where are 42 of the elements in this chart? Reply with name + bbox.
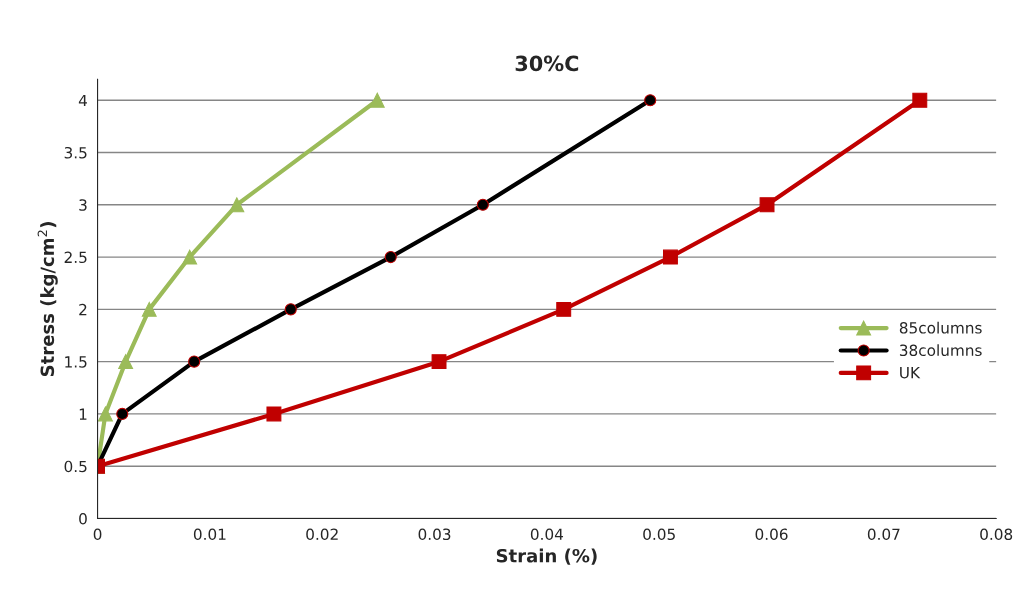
x-tick-label: 0.05	[643, 528, 675, 541]
point	[141, 301, 157, 317]
point	[431, 354, 447, 370]
point	[476, 198, 489, 211]
y-tick-label: 4	[78, 94, 87, 107]
legend-label: 85columns	[899, 321, 982, 334]
point	[229, 197, 245, 213]
y-tick-label: 0.5	[64, 460, 87, 473]
point	[759, 197, 775, 213]
point	[182, 249, 198, 265]
x-tick-label: 0.08	[980, 528, 1013, 541]
x-tick-label: 0.06	[755, 528, 788, 541]
y-tick-label: 3.5	[64, 146, 87, 159]
y-tick-label: 0	[79, 512, 87, 525]
x-tick-label: 0	[93, 528, 102, 541]
point	[384, 251, 397, 264]
point	[644, 94, 657, 107]
x-tick-label: 0.04	[530, 528, 564, 541]
y-tick-label: 1.5	[65, 356, 87, 368]
legend-label: UK	[900, 367, 921, 379]
y-axis-title: Stress (kg/cm$^{2}$)	[37, 222, 58, 377]
point	[266, 406, 282, 422]
x-tick-label: 0.02	[306, 528, 338, 541]
x-tick-label: 0.07	[867, 528, 900, 541]
y-tick-label: 2.5	[64, 251, 87, 264]
y-tick-label: 3	[79, 199, 87, 211]
point	[912, 92, 928, 108]
point	[284, 303, 297, 316]
point	[118, 354, 134, 370]
point	[188, 355, 201, 368]
point	[662, 249, 678, 265]
x-tick-label: 0.01	[193, 528, 226, 541]
point	[116, 407, 129, 420]
point	[97, 406, 113, 422]
y-tick-label: 2	[79, 303, 87, 316]
legend-label: 38columns	[899, 344, 982, 357]
point	[369, 92, 385, 108]
point	[556, 301, 572, 317]
y-tick-label: 1	[79, 408, 87, 420]
x-tick-label: 0.03	[418, 528, 451, 541]
chart-title: 30%C	[515, 55, 579, 72]
x-axis-title: Strain (%)	[496, 548, 597, 565]
